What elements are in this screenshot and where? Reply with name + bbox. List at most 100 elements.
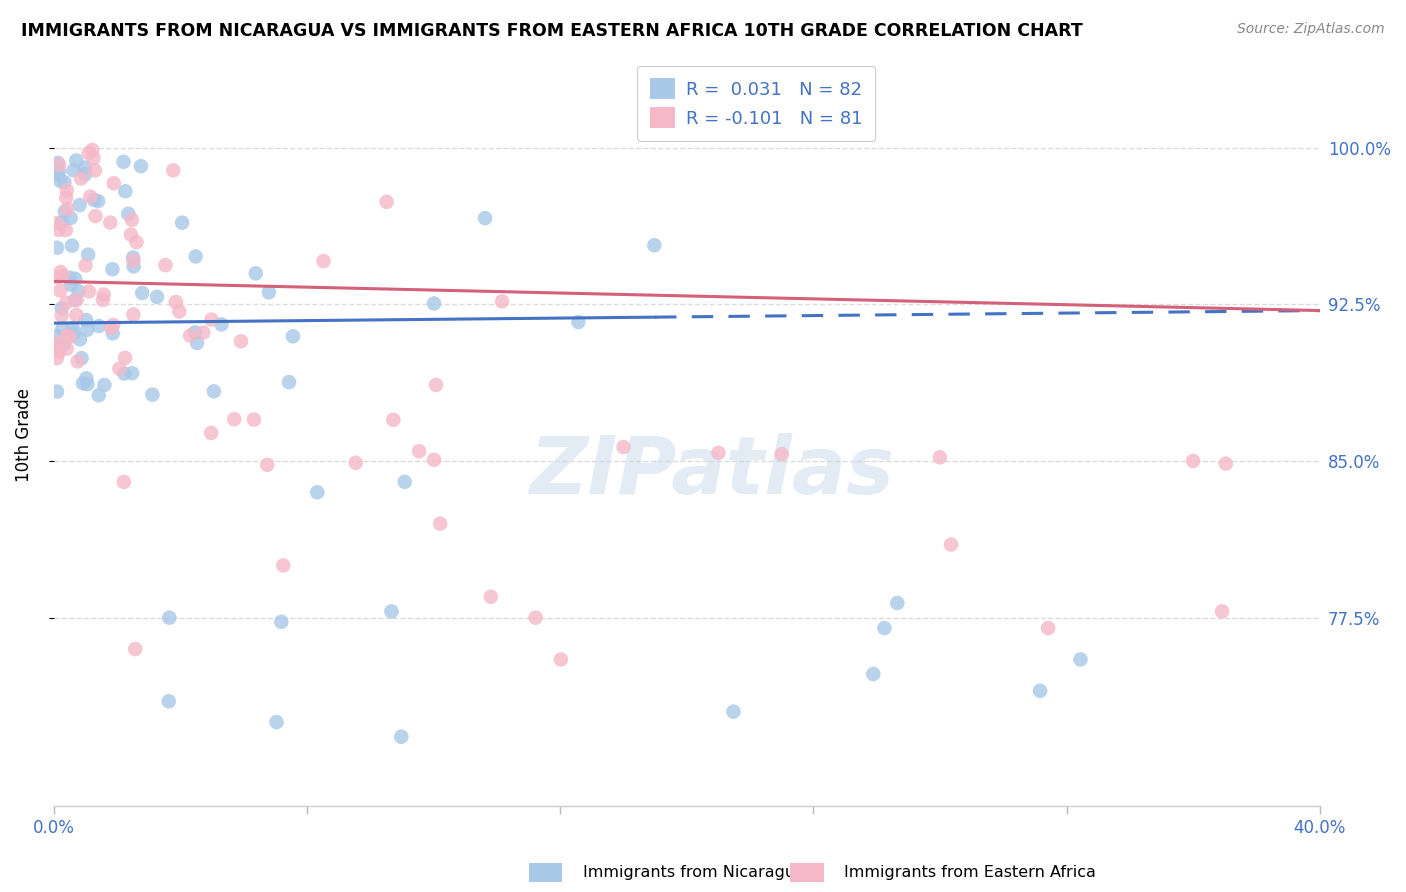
Point bbox=[479, 590, 502, 604]
Point bbox=[46, 156, 69, 170]
Point bbox=[122, 260, 145, 274]
Point bbox=[67, 285, 90, 299]
Point bbox=[46, 216, 69, 230]
Point bbox=[72, 376, 94, 391]
Point bbox=[62, 163, 84, 178]
Point bbox=[91, 293, 114, 307]
Point bbox=[66, 293, 89, 307]
Y-axis label: 10th Grade: 10th Grade bbox=[15, 388, 32, 482]
Point bbox=[429, 516, 451, 531]
Point bbox=[55, 295, 77, 310]
Point bbox=[93, 378, 115, 392]
Point bbox=[55, 191, 77, 205]
Point bbox=[312, 254, 335, 268]
Point bbox=[46, 168, 69, 182]
Point bbox=[256, 458, 278, 472]
Point bbox=[76, 323, 98, 337]
Point bbox=[112, 367, 135, 381]
Point bbox=[77, 247, 100, 261]
Point bbox=[77, 145, 100, 160]
Point bbox=[60, 277, 83, 292]
Point bbox=[65, 308, 87, 322]
Point bbox=[76, 377, 98, 392]
Text: Immigrants from Eastern Africa: Immigrants from Eastern Africa bbox=[844, 865, 1095, 880]
Point bbox=[229, 334, 252, 349]
Point bbox=[157, 694, 180, 708]
Point bbox=[380, 604, 402, 618]
Point bbox=[112, 154, 135, 169]
Point bbox=[46, 329, 69, 343]
Point bbox=[389, 730, 412, 744]
Point bbox=[121, 366, 143, 380]
Point bbox=[278, 375, 301, 389]
Point bbox=[120, 227, 142, 242]
Point bbox=[266, 715, 288, 730]
Point bbox=[167, 304, 190, 318]
Point bbox=[886, 596, 908, 610]
Point bbox=[63, 326, 86, 341]
Point bbox=[1036, 621, 1059, 635]
Point bbox=[408, 444, 430, 458]
Point bbox=[52, 268, 75, 283]
Point bbox=[83, 151, 105, 165]
Point bbox=[101, 262, 124, 277]
Point bbox=[224, 412, 246, 426]
Point bbox=[84, 163, 107, 178]
Point bbox=[193, 326, 215, 340]
Point bbox=[425, 378, 447, 392]
Point bbox=[46, 343, 69, 357]
Point bbox=[423, 452, 446, 467]
Point bbox=[307, 485, 329, 500]
Point bbox=[56, 184, 79, 198]
Point bbox=[165, 295, 187, 310]
Point bbox=[162, 163, 184, 178]
Point bbox=[82, 143, 104, 157]
Point bbox=[344, 456, 367, 470]
Point bbox=[60, 238, 83, 252]
Point bbox=[75, 259, 97, 273]
Point bbox=[423, 296, 446, 310]
Text: Source: ZipAtlas.com: Source: ZipAtlas.com bbox=[1237, 22, 1385, 37]
Point bbox=[211, 318, 233, 332]
Point bbox=[114, 351, 136, 365]
Point bbox=[75, 161, 97, 175]
Point bbox=[172, 216, 194, 230]
Point bbox=[186, 335, 208, 350]
Point bbox=[243, 412, 266, 426]
Point bbox=[131, 285, 153, 300]
Point bbox=[929, 450, 952, 465]
Point bbox=[69, 198, 91, 212]
Text: ZIPatlas: ZIPatlas bbox=[530, 433, 894, 511]
Point bbox=[271, 558, 294, 573]
Point bbox=[155, 258, 177, 272]
Point bbox=[200, 312, 222, 326]
Point bbox=[53, 175, 76, 189]
Point bbox=[66, 354, 89, 368]
Point bbox=[87, 318, 110, 333]
Point bbox=[129, 159, 152, 173]
Point bbox=[79, 189, 101, 203]
Point bbox=[179, 328, 201, 343]
Point bbox=[98, 216, 121, 230]
Point bbox=[114, 184, 136, 198]
Point bbox=[103, 318, 125, 332]
Point bbox=[146, 290, 169, 304]
Point bbox=[63, 271, 86, 285]
Point bbox=[108, 361, 131, 376]
Point bbox=[49, 265, 72, 279]
Point bbox=[491, 294, 513, 309]
Point bbox=[87, 194, 110, 209]
Point bbox=[394, 475, 416, 489]
Text: IMMIGRANTS FROM NICARAGUA VS IMMIGRANTS FROM EASTERN AFRICA 10TH GRADE CORRELATI: IMMIGRANTS FROM NICARAGUA VS IMMIGRANTS … bbox=[21, 22, 1083, 40]
Point bbox=[1029, 683, 1052, 698]
Point bbox=[281, 329, 304, 343]
Point bbox=[46, 241, 69, 255]
Point bbox=[270, 615, 292, 629]
Point bbox=[56, 202, 79, 216]
Point bbox=[121, 213, 143, 227]
Point bbox=[48, 164, 70, 178]
Point bbox=[643, 238, 665, 252]
Point bbox=[48, 344, 70, 359]
Point bbox=[46, 384, 69, 399]
Point bbox=[65, 153, 87, 168]
